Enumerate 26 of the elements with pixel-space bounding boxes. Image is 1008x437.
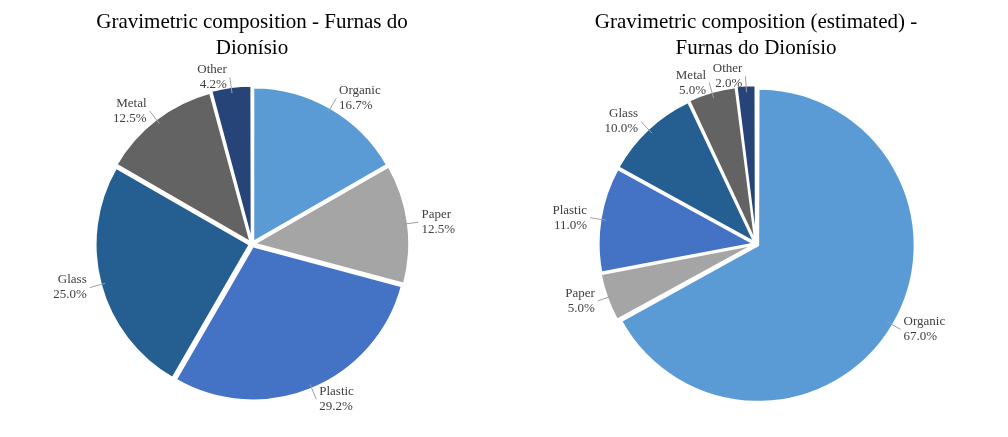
- slice-label: Other: [712, 60, 744, 76]
- data-label: 5.0%: [679, 81, 707, 97]
- data-label: 11.0%: [553, 216, 588, 232]
- slice-label: Organic: [903, 313, 946, 329]
- chart-title: Gravimetric composition - Furnas do Dionísio: [96, 9, 408, 59]
- slice-label: Other: [197, 61, 228, 77]
- data-label: 29.2%: [319, 398, 353, 414]
- data-label: 5.0%: [567, 299, 596, 315]
- slice-label: Paper: [421, 206, 452, 222]
- slice-label: Plastic: [552, 201, 588, 217]
- slice-label: Metal: [116, 94, 147, 110]
- slice-label: Plastic: [319, 383, 355, 399]
- chart-title: Gravimetric composition (estimated) - Furnas do Dionísio: [594, 9, 918, 59]
- data-label: 4.2%: [199, 76, 228, 92]
- data-label: 10.0%: [604, 120, 639, 136]
- slice-label: Organic: [339, 82, 381, 98]
- slice-label: Metal: [675, 66, 707, 82]
- data-label: 2.0%: [715, 75, 743, 91]
- data-label: 12.5%: [112, 109, 147, 125]
- data-label: 25.0%: [53, 286, 87, 302]
- slice-label: Paper: [565, 284, 596, 300]
- slice-label: Glass: [57, 271, 87, 287]
- data-label: 12.5%: [421, 221, 456, 237]
- data-label: 16.7%: [339, 97, 373, 113]
- data-label: 67.0%: [903, 328, 938, 344]
- slice-label: Glass: [609, 105, 638, 121]
